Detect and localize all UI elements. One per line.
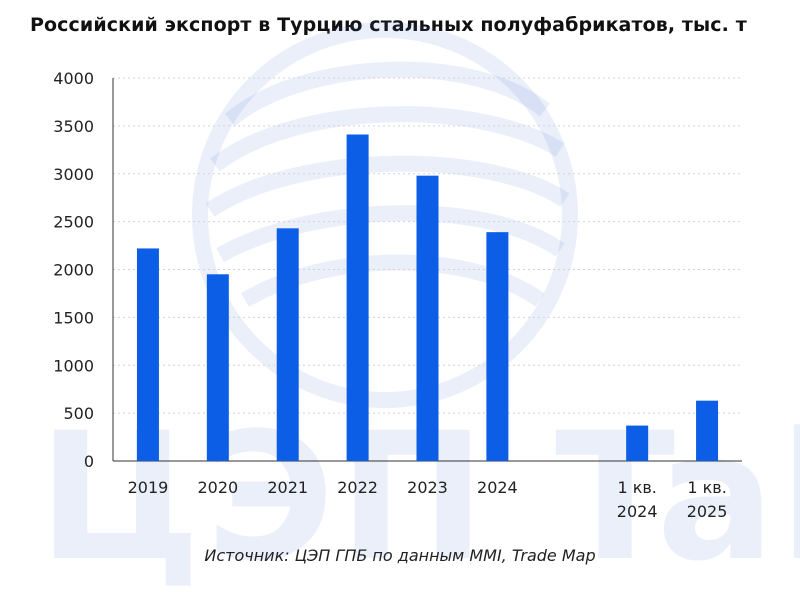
chart-title: Российский экспорт в Турцию стальных пол… [30,14,747,36]
y-tick-label: 4000 [53,69,94,88]
bar [346,134,369,461]
x-tick-label: 1 кв. [617,478,656,497]
x-tick-label: 2019 [128,478,169,497]
x-tick-label: 1 кв. [687,478,726,497]
x-tick-label: 2024 [477,478,518,497]
x-tick-label: 2020 [197,478,238,497]
x-tick-label: 2024 [617,502,658,521]
globe-logo-icon [192,22,578,408]
y-tick-label: 1500 [53,308,94,327]
y-tick-label: 3000 [53,165,94,184]
bar [136,248,159,461]
bar [486,232,509,461]
y-tick-label: 500 [63,404,94,423]
bar [206,274,229,461]
bar-chart: 0 500 1000 1500 2000 2500 3000 3500 4000 2019 2020… [53,69,742,521]
y-tick-label: 2500 [53,213,94,232]
y-tick-label: 0 [84,452,94,471]
bar [276,228,299,461]
x-tick-label: 2025 [687,502,728,521]
y-tick-label: 3500 [53,117,94,136]
y-tick-label: 1000 [53,356,94,375]
x-tick-label: 2022 [337,478,378,497]
x-tick-label: 2023 [407,478,448,497]
x-tick-label: 2021 [267,478,308,497]
bar [696,400,719,461]
source-note: Источник: ЦЭП ГПБ по данным MMI, Trade M… [204,546,596,565]
y-tick-label: 2000 [53,261,94,280]
bar [626,425,649,461]
bar [416,175,439,462]
